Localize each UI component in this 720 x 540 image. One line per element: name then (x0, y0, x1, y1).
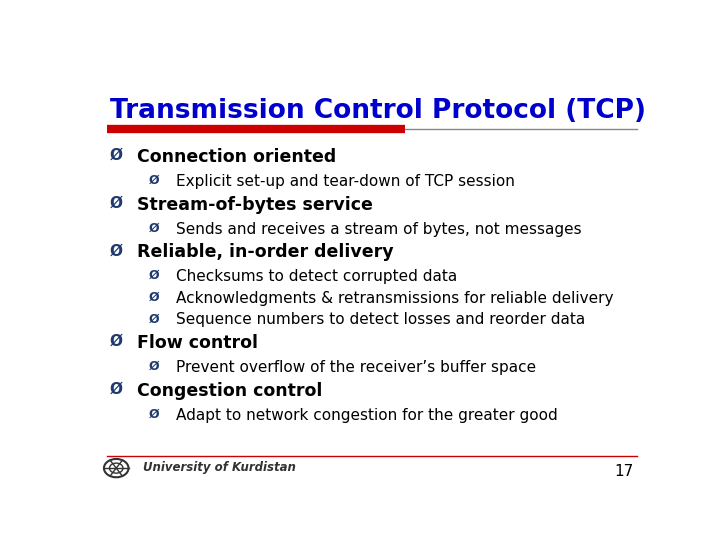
Text: Checksums to detect corrupted data: Checksums to detect corrupted data (176, 269, 458, 284)
Text: Ø: Ø (148, 221, 159, 234)
Text: Sequence numbers to detect losses and reorder data: Sequence numbers to detect losses and re… (176, 313, 586, 327)
Text: 17: 17 (615, 464, 634, 479)
Text: Adapt to network congestion for the greater good: Adapt to network congestion for the grea… (176, 408, 558, 423)
Text: Prevent overflow of the receiver’s buffer space: Prevent overflow of the receiver’s buffe… (176, 360, 536, 375)
Text: Acknowledgments & retransmissions for reliable delivery: Acknowledgments & retransmissions for re… (176, 291, 614, 306)
Text: Ø: Ø (148, 408, 159, 421)
Text: Flow control: Flow control (138, 334, 258, 352)
Text: Ø: Ø (109, 148, 122, 163)
Text: Ø: Ø (109, 382, 122, 397)
Text: University of Kurdistan: University of Kurdistan (143, 461, 296, 474)
Text: Stream-of-bytes service: Stream-of-bytes service (138, 195, 373, 213)
Text: Explicit set-up and tear-down of TCP session: Explicit set-up and tear-down of TCP ses… (176, 174, 516, 189)
Text: Congestion control: Congestion control (138, 382, 323, 400)
Text: Ø: Ø (109, 243, 122, 258)
Text: Ø: Ø (148, 313, 159, 326)
Text: Ø: Ø (148, 360, 159, 373)
Text: Sends and receives a stream of bytes, not messages: Sends and receives a stream of bytes, no… (176, 221, 582, 237)
Text: Reliable, in-order delivery: Reliable, in-order delivery (138, 243, 394, 261)
Text: Ø: Ø (148, 291, 159, 304)
Text: Ø: Ø (148, 269, 159, 282)
Text: Ø: Ø (109, 334, 122, 349)
Text: Ø: Ø (109, 195, 122, 211)
Text: Connection oriented: Connection oriented (138, 148, 337, 166)
Text: Ø: Ø (148, 174, 159, 187)
Text: Transmission Control Protocol (TCP): Transmission Control Protocol (TCP) (109, 98, 646, 124)
